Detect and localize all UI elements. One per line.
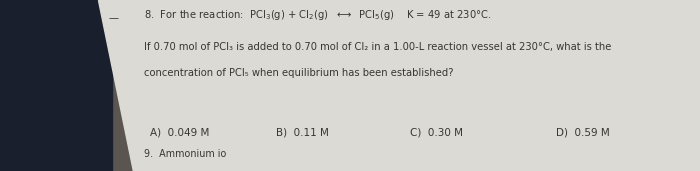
Text: D)  0.59 M: D) 0.59 M: [556, 127, 610, 137]
Text: —: —: [108, 13, 118, 23]
Polygon shape: [98, 0, 700, 171]
Text: 8.  For the reaction:  PCl$_3$(g) + Cl$_2$(g)  $\longleftrightarrow$  PCl$_5$(g): 8. For the reaction: PCl$_3$(g) + Cl$_2$…: [144, 8, 491, 22]
Text: C)  0.30 M: C) 0.30 M: [410, 127, 463, 137]
Text: concentration of PCl₅ when equilibrium has been established?: concentration of PCl₅ when equilibrium h…: [144, 68, 453, 78]
Text: B)  0.11 M: B) 0.11 M: [276, 127, 330, 137]
Text: A)  0.049 M: A) 0.049 M: [150, 127, 210, 137]
Text: 9.  Ammonium io: 9. Ammonium io: [144, 149, 226, 159]
Bar: [0, 0, 112, 171]
Text: If 0.70 mol of PCl₃ is added to 0.70 mol of Cl₂ in a 1.00-L reaction vessel at 2: If 0.70 mol of PCl₃ is added to 0.70 mol…: [144, 42, 611, 52]
